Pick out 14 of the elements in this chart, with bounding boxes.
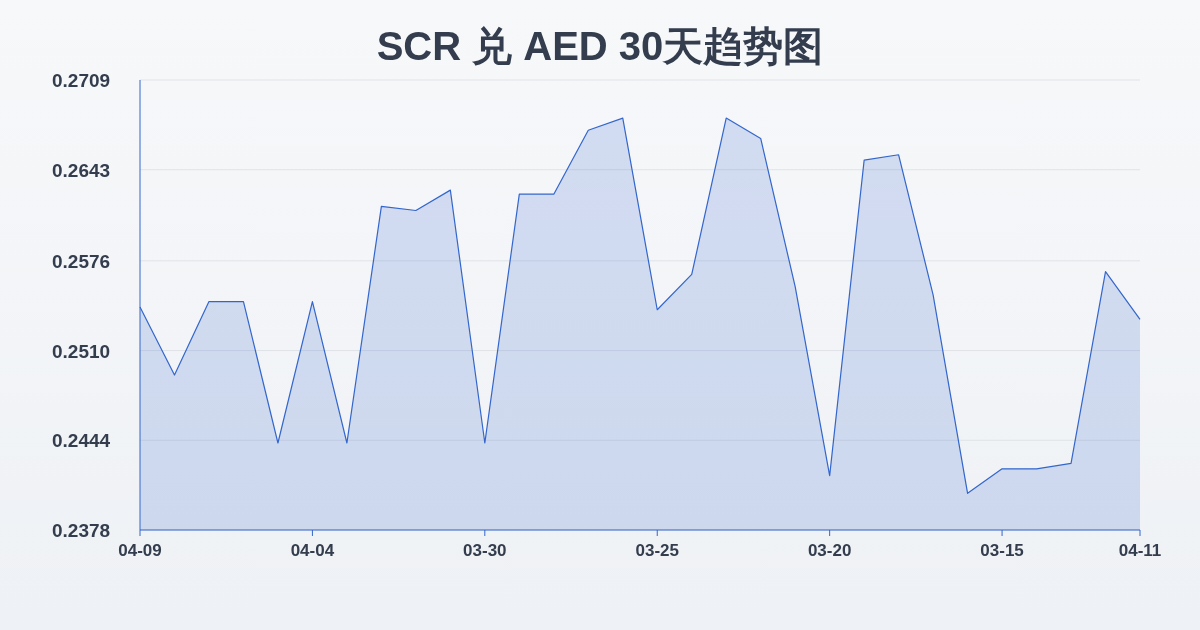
y-tick-label: 0.2643 xyxy=(52,159,111,181)
y-tick-label: 0.2709 xyxy=(52,70,111,91)
y-tick-label: 0.2378 xyxy=(52,520,111,541)
y-tick-label: 0.2444 xyxy=(52,430,111,452)
x-tick-label: 04-11 xyxy=(1118,541,1162,560)
x-tick-label: 03-15 xyxy=(980,541,1024,560)
chart-title: SCR 兑 AED 30天趋势图 xyxy=(376,24,824,68)
y-tick-label: 0.2576 xyxy=(52,250,111,272)
x-tick-label: 03-25 xyxy=(635,541,679,560)
y-tick-label: 0.2510 xyxy=(52,340,111,362)
x-tick-label: 03-20 xyxy=(807,541,852,560)
x-tick-label: 04-09 xyxy=(118,541,162,560)
x-tick-label: 04-04 xyxy=(290,541,335,560)
x-tick-label: 03-30 xyxy=(463,541,507,560)
